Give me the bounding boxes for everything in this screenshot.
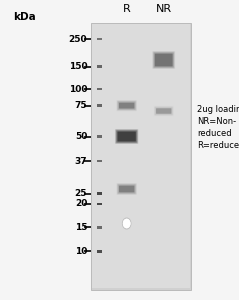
Text: 50: 50 <box>75 132 87 141</box>
Text: NR: NR <box>156 4 172 14</box>
Circle shape <box>123 219 130 228</box>
Text: 25: 25 <box>75 189 87 198</box>
Bar <box>97 160 102 162</box>
Text: 75: 75 <box>75 101 87 110</box>
Bar <box>97 65 102 68</box>
Text: 250: 250 <box>69 34 87 43</box>
Text: 20: 20 <box>75 200 87 208</box>
Bar <box>97 104 102 107</box>
Text: 37: 37 <box>75 157 87 166</box>
FancyBboxPatch shape <box>152 51 175 69</box>
FancyBboxPatch shape <box>116 130 137 143</box>
FancyBboxPatch shape <box>156 108 172 114</box>
FancyBboxPatch shape <box>118 185 135 193</box>
Bar <box>92 24 190 288</box>
FancyBboxPatch shape <box>119 102 135 109</box>
Circle shape <box>123 219 130 228</box>
Bar <box>97 38 102 40</box>
Bar <box>97 203 102 205</box>
FancyBboxPatch shape <box>118 184 136 194</box>
FancyBboxPatch shape <box>115 129 138 144</box>
FancyBboxPatch shape <box>153 52 174 68</box>
FancyBboxPatch shape <box>155 54 173 66</box>
FancyBboxPatch shape <box>119 103 134 108</box>
Text: kDa: kDa <box>13 12 36 22</box>
Text: 150: 150 <box>69 62 87 71</box>
FancyBboxPatch shape <box>117 100 136 110</box>
FancyBboxPatch shape <box>118 132 136 141</box>
FancyBboxPatch shape <box>155 53 173 67</box>
FancyBboxPatch shape <box>116 100 137 111</box>
Text: 15: 15 <box>75 223 87 232</box>
FancyBboxPatch shape <box>117 131 136 142</box>
FancyBboxPatch shape <box>117 184 136 194</box>
Text: 2ug loading
NR=Non-
reduced
R=reduced: 2ug loading NR=Non- reduced R=reduced <box>197 105 239 150</box>
FancyBboxPatch shape <box>119 186 134 192</box>
Text: 10: 10 <box>75 247 87 256</box>
Text: R: R <box>123 4 130 14</box>
Bar <box>91 22 191 290</box>
FancyBboxPatch shape <box>154 106 174 116</box>
FancyBboxPatch shape <box>154 53 174 67</box>
FancyBboxPatch shape <box>117 131 137 142</box>
FancyBboxPatch shape <box>116 183 137 195</box>
FancyBboxPatch shape <box>118 102 135 109</box>
FancyBboxPatch shape <box>155 107 172 115</box>
Bar <box>97 88 102 90</box>
FancyBboxPatch shape <box>156 108 171 114</box>
FancyBboxPatch shape <box>153 106 174 116</box>
FancyBboxPatch shape <box>116 130 138 143</box>
FancyBboxPatch shape <box>119 185 135 193</box>
Bar <box>97 192 102 195</box>
FancyBboxPatch shape <box>153 52 174 68</box>
FancyBboxPatch shape <box>155 107 173 115</box>
Text: 100: 100 <box>69 85 87 94</box>
Bar <box>97 135 102 138</box>
Circle shape <box>122 218 131 230</box>
FancyBboxPatch shape <box>118 101 136 110</box>
Bar <box>97 250 102 253</box>
Bar <box>97 226 102 229</box>
